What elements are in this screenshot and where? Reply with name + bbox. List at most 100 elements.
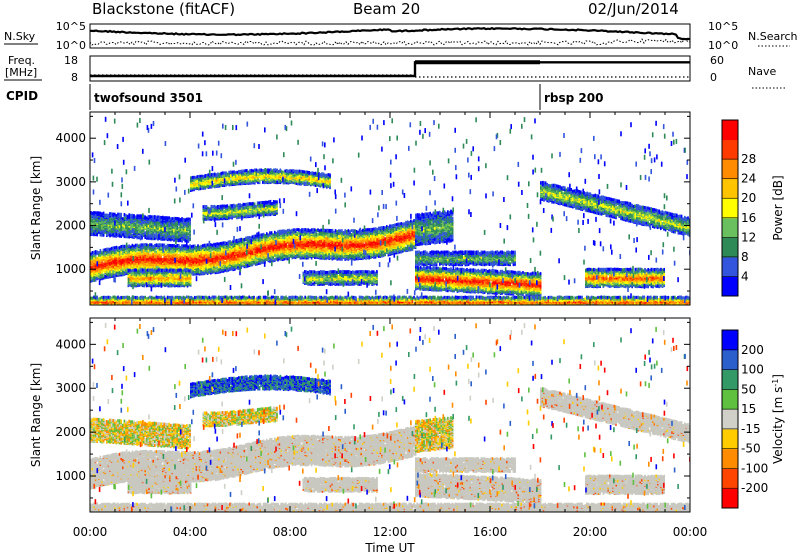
power-cell	[154, 259, 156, 263]
power-cell	[222, 263, 225, 267]
power-cell	[146, 254, 148, 258]
power-cell	[270, 257, 273, 261]
power-cell	[184, 260, 186, 263]
power-cell	[226, 269, 228, 273]
power-cell	[243, 257, 246, 261]
power-cell	[102, 251, 105, 255]
power-cell	[262, 255, 265, 259]
power-cell	[264, 234, 266, 237]
power-cell	[312, 240, 314, 244]
power-cell	[126, 267, 129, 271]
power-cell	[171, 244, 174, 247]
power-cell	[245, 242, 247, 246]
power-cell	[155, 256, 158, 260]
power-cell	[336, 230, 338, 234]
freq-tick-low: 8	[71, 71, 78, 84]
power-cell	[296, 243, 298, 247]
power-cell	[152, 252, 154, 256]
power-cell	[170, 244, 172, 247]
power-cell	[274, 230, 276, 234]
power-cell	[104, 253, 106, 257]
power-cell	[222, 257, 225, 261]
power-cell	[93, 267, 95, 271]
power-cell	[237, 244, 239, 248]
power-cell	[224, 245, 226, 249]
power-cell	[128, 257, 130, 261]
power-cell	[200, 259, 202, 263]
nsearch-tick-low: 10^0	[708, 39, 738, 52]
power-cell	[301, 244, 303, 248]
power-cell	[115, 268, 118, 272]
power-cell	[254, 248, 257, 252]
power-cell	[138, 252, 140, 256]
power-cell	[294, 246, 297, 250]
nsky-panel: N.Sky 10^5 10^0 10^5 10^0 N.Search	[4, 20, 798, 52]
power-cell	[136, 252, 138, 256]
power-cell	[122, 253, 124, 257]
power-cell	[208, 263, 210, 267]
power-cell	[270, 238, 273, 242]
power-cell	[216, 258, 218, 262]
power-cell	[125, 259, 127, 263]
power-cell	[283, 243, 286, 247]
power-cell	[283, 229, 286, 233]
power-cell	[203, 256, 206, 260]
power-cell	[290, 229, 292, 233]
power-cell	[299, 228, 302, 232]
power-cell	[274, 232, 276, 236]
power-cell	[107, 269, 110, 273]
power-cell	[235, 243, 238, 247]
power-cell	[101, 260, 103, 264]
power-cell	[202, 256, 204, 260]
power-cell	[288, 228, 290, 232]
power-cell	[206, 256, 209, 260]
power-cell	[107, 267, 110, 271]
power-cell	[166, 243, 169, 247]
power-cell	[157, 243, 159, 247]
power-cell	[346, 229, 348, 233]
power-cell	[154, 267, 156, 271]
power-cell	[91, 274, 94, 277]
power-cell	[291, 237, 294, 241]
power-cell	[187, 262, 190, 266]
power-cell	[126, 249, 129, 253]
power-cell	[264, 257, 266, 261]
cpid-row: CPID twofsound 3501 rbsp 200	[6, 84, 603, 110]
power-cell	[248, 257, 250, 261]
date-title: 02/Jun/2014	[588, 0, 679, 18]
power-cell	[288, 235, 290, 239]
power-cell	[224, 247, 226, 251]
power-cell	[227, 259, 230, 263]
power-cell	[181, 267, 183, 271]
power-cell	[186, 249, 188, 253]
power-cell	[202, 259, 204, 263]
power-cell	[178, 256, 180, 260]
cpid-segment-label: twofsound 3501	[94, 91, 203, 105]
power-cell	[253, 241, 255, 245]
power-cell	[101, 251, 103, 255]
power-cell	[245, 263, 247, 267]
power-cell	[234, 246, 236, 250]
power-cell	[238, 246, 241, 250]
power-cell	[278, 236, 281, 239]
power-cell	[262, 242, 265, 246]
power-cell	[93, 271, 95, 275]
power-cell	[261, 233, 263, 237]
power-cell	[125, 261, 127, 265]
power-cell	[210, 243, 212, 247]
power-cell	[162, 257, 164, 261]
power-cell	[275, 231, 278, 235]
power-cell	[114, 253, 116, 257]
power-cell	[107, 247, 110, 251]
power-cell	[240, 249, 242, 253]
power-cell	[208, 269, 210, 273]
power-cell	[315, 229, 318, 233]
power-cell	[122, 246, 124, 250]
power-cell	[272, 255, 274, 259]
power-cell	[294, 237, 297, 241]
power-cell	[302, 232, 305, 236]
nsky-label: N.Sky	[4, 30, 36, 43]
power-cell	[160, 263, 162, 267]
power-cell	[272, 246, 274, 249]
power-cell	[128, 250, 130, 254]
